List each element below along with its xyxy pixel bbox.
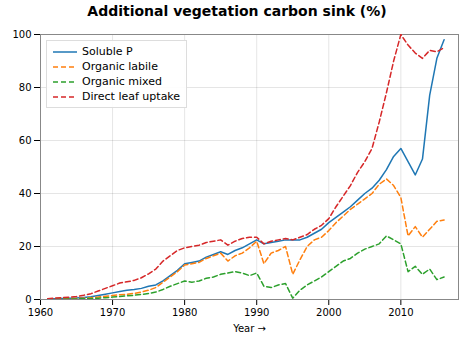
svg-text:2010: 2010 — [388, 307, 413, 318]
html-text:Soluble P: Soluble P — [82, 45, 133, 58]
html-text:Additional vegetation carbon s: Additional vegetation carbon sink (%) — [87, 3, 387, 19]
svg-text:1980: 1980 — [172, 307, 197, 318]
svg-text:40: 40 — [19, 188, 32, 199]
html-text:Organic labile: Organic labile — [82, 60, 158, 73]
svg-text:100: 100 — [12, 29, 31, 40]
svg-text:1970: 1970 — [100, 307, 125, 318]
svg-text:1990: 1990 — [244, 307, 269, 318]
svg-text:0: 0 — [25, 294, 31, 305]
svg-text:60: 60 — [19, 135, 32, 146]
html-text:Direct leaf uptake: Direct leaf uptake — [82, 90, 181, 103]
svg-text:2000: 2000 — [316, 307, 341, 318]
svg-text:20: 20 — [19, 241, 32, 252]
svg-text:Year →: Year → — [232, 323, 266, 334]
svg-text:1960: 1960 — [28, 307, 53, 318]
html-text:Organic mixed: Organic mixed — [82, 75, 162, 88]
svg-text:80: 80 — [19, 82, 32, 93]
